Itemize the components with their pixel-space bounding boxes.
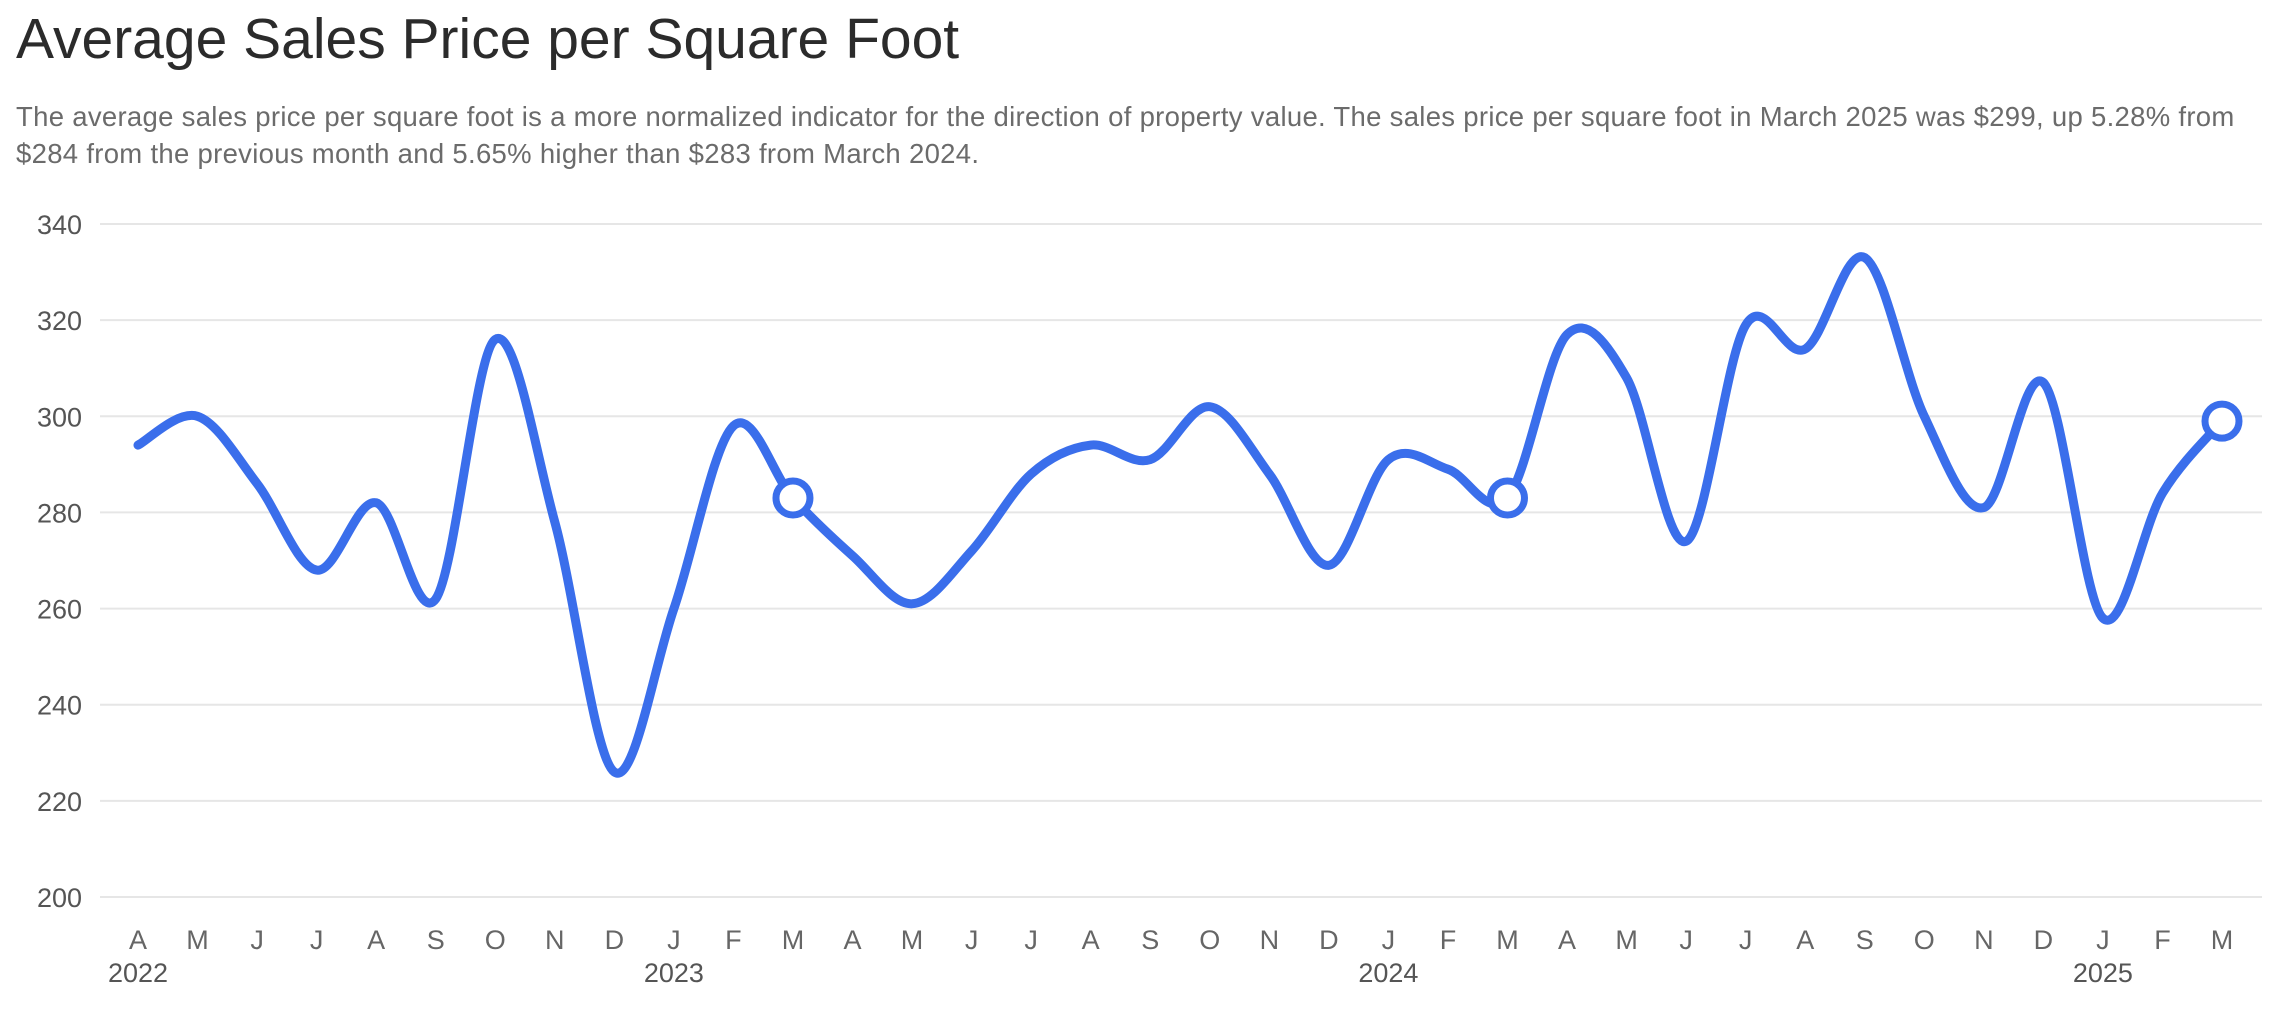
y-tick-label: 340 — [37, 210, 82, 240]
x-tick-label: F — [1440, 925, 1457, 955]
x-tick-label: O — [1914, 925, 1935, 955]
x-tick-label: S — [1141, 925, 1159, 955]
y-tick-label: 260 — [37, 595, 82, 625]
x-tick-label: N — [1260, 925, 1280, 955]
x-tick-label: F — [2154, 925, 2171, 955]
x-tick-label: M — [186, 925, 209, 955]
x-tick-label: A — [1796, 925, 1814, 955]
x-tick-label: O — [485, 925, 506, 955]
x-tick-label: J — [250, 925, 264, 955]
x-tick-label: D — [605, 925, 625, 955]
x-tick-label: J — [1024, 925, 1038, 955]
x-tick-label: A — [367, 925, 385, 955]
data-point-marker — [1486, 477, 1528, 519]
data-point-marker — [772, 477, 814, 519]
x-tick-label: J — [965, 925, 979, 955]
x-tick-label: S — [427, 925, 445, 955]
x-tick-label: S — [1856, 925, 1874, 955]
x-tick-label: J — [667, 925, 681, 955]
x-tick-label: F — [725, 925, 742, 955]
x-tick-label: M — [901, 925, 924, 955]
x-tick-label: J — [1739, 925, 1753, 955]
x-year-label: 2023 — [644, 958, 704, 988]
x-tick-label: M — [1615, 925, 1638, 955]
x-tick-label: M — [2211, 925, 2234, 955]
y-tick-label: 200 — [37, 883, 82, 913]
y-tick-label: 300 — [37, 402, 82, 432]
chart-description: The average sales price per square foot … — [16, 101, 2235, 169]
chart-title: Average Sales Price per Square Foot — [16, 7, 960, 71]
x-tick-label: A — [1082, 925, 1100, 955]
x-tick-label: N — [1974, 925, 1994, 955]
x-tick-label: N — [545, 925, 565, 955]
x-year-label: 2024 — [1358, 958, 1418, 988]
x-year-label: 2022 — [108, 958, 168, 988]
y-tick-label: 320 — [37, 306, 82, 336]
x-tick-label: J — [2096, 925, 2110, 955]
y-tick-label: 240 — [37, 691, 82, 721]
x-tick-label: A — [129, 925, 147, 955]
x-tick-label: D — [1319, 925, 1339, 955]
x-tick-label: O — [1199, 925, 1220, 955]
x-tick-label: A — [844, 925, 862, 955]
x-tick-label: M — [782, 925, 805, 955]
y-tick-label: 280 — [37, 498, 82, 528]
x-tick-label: J — [1382, 925, 1396, 955]
data-point-marker — [2201, 400, 2243, 442]
y-tick-label: 220 — [37, 787, 82, 817]
x-tick-label: A — [1558, 925, 1576, 955]
x-year-label: 2025 — [2073, 958, 2133, 988]
x-tick-label: J — [310, 925, 324, 955]
x-tick-label: M — [1496, 925, 1519, 955]
series-line — [133, 252, 2227, 778]
x-tick-label: J — [1679, 925, 1693, 955]
x-tick-label: D — [2034, 925, 2054, 955]
